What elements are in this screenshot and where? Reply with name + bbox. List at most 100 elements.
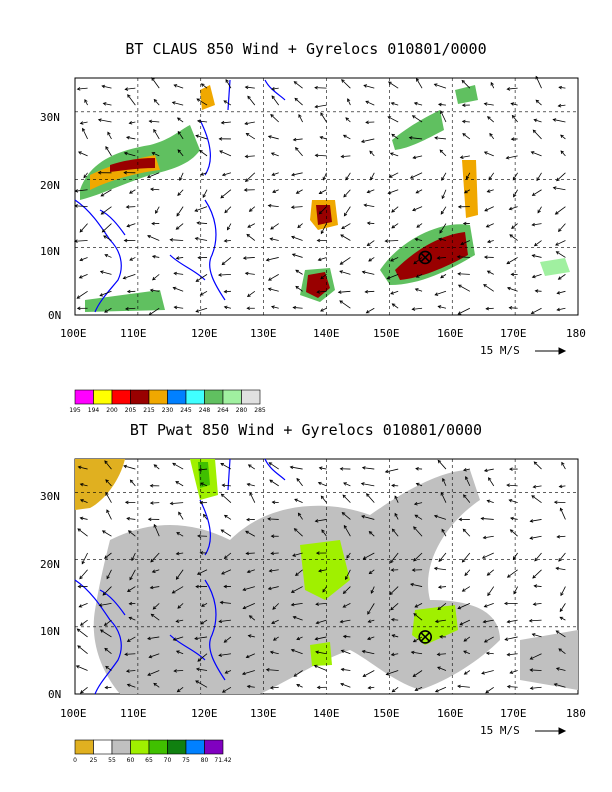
- wind-arrow: [387, 189, 399, 195]
- wind-arrow: [390, 617, 399, 622]
- wind-arrow: [461, 79, 471, 89]
- wind-arrow: [292, 552, 303, 557]
- wind-arrow: [293, 81, 303, 89]
- colorbar-label: 55: [108, 757, 116, 764]
- wind-arrow: [390, 102, 399, 106]
- wind-arrow: [270, 534, 279, 538]
- wind-arrow: [291, 253, 303, 258]
- wind-arrow: [128, 121, 136, 125]
- wind-arrow: [363, 84, 375, 89]
- wind-arrow: [415, 189, 423, 194]
- wind-arrow: [177, 149, 184, 157]
- wind-arrow: [511, 223, 518, 229]
- wind-arrow: [347, 98, 351, 106]
- wind-arrow: [269, 479, 279, 487]
- wind-arrow: [366, 636, 375, 641]
- wind-arrow: [414, 237, 423, 242]
- wind-arrow: [556, 534, 566, 539]
- wind-arrow: [73, 239, 88, 243]
- wind-arrow: [394, 512, 399, 520]
- wind-arrow: [77, 465, 88, 470]
- wind-arrow: [560, 586, 566, 597]
- wind-arrow: [153, 464, 160, 470]
- wind-arrow: [505, 155, 518, 160]
- wind-arrow: [483, 255, 494, 259]
- wind-arrow: [173, 84, 184, 89]
- wind-arrow: [461, 586, 471, 592]
- bottom-scale-arrow: [535, 727, 567, 735]
- colorbar-label: 194: [88, 407, 100, 414]
- top-scale-label: 15 M/S: [480, 344, 520, 357]
- wind-arrow: [218, 273, 231, 277]
- wind-arrow: [320, 112, 327, 123]
- wind-arrow: [244, 271, 255, 276]
- wind-arrow: [199, 290, 208, 296]
- wind-arrow: [532, 569, 542, 579]
- wind-arrow: [152, 603, 160, 610]
- wind-arrow: [319, 135, 327, 140]
- colorbar-swatch: [241, 389, 261, 405]
- wind-arrow: [125, 205, 136, 209]
- wind-arrow: [103, 235, 112, 241]
- wind-arrow: [486, 270, 494, 275]
- lon-label: 110E: [120, 707, 147, 720]
- wind-arrow: [390, 603, 399, 611]
- wind-arrow: [224, 206, 232, 214]
- wind-arrow: [220, 493, 232, 503]
- wind-arrow: [460, 240, 471, 246]
- wind-arrow: [223, 514, 232, 520]
- wind-arrow: [340, 234, 351, 241]
- wind-arrow: [531, 495, 542, 503]
- wind-arrow: [147, 517, 160, 522]
- wind-arrow: [558, 484, 566, 489]
- wind-arrow: [512, 552, 518, 560]
- lon-label: 100E: [60, 327, 87, 340]
- wind-arrow: [146, 172, 160, 179]
- lon-label: 170E: [500, 327, 527, 340]
- wind-arrow: [340, 682, 351, 688]
- top-lon-labels: 100E 110E 120E 130E 140E 150E 160E 170E …: [60, 327, 586, 340]
- wind-arrow: [462, 221, 470, 226]
- wind-arrow: [291, 172, 303, 177]
- wind-arrow: [314, 519, 327, 523]
- wind-arrow: [294, 498, 303, 504]
- wind-arrow: [272, 603, 280, 610]
- wind-arrow: [337, 290, 351, 294]
- wind-arrow: [416, 223, 423, 228]
- bottom-lon-labels: 100E 110E 120E 130E 140E 150E 160E 170E …: [60, 707, 586, 720]
- wind-arrow: [384, 468, 399, 474]
- wind-arrow: [391, 483, 399, 488]
- wind-arrow: [555, 240, 566, 246]
- wind-arrow: [151, 569, 160, 573]
- wind-arrow: [83, 172, 88, 179]
- wind-arrow: [391, 686, 399, 693]
- wind-arrow: [172, 636, 184, 641]
- wind-arrow: [155, 206, 160, 214]
- wind-arrow: [244, 121, 255, 126]
- wind-arrow: [483, 284, 494, 292]
- wind-arrow: [342, 586, 351, 595]
- wind-arrow: [457, 684, 470, 689]
- wind-arrow: [148, 653, 160, 659]
- wind-arrow: [481, 552, 494, 559]
- top-scale-arrow: [535, 347, 567, 355]
- wind-arrow: [537, 206, 542, 214]
- wind-arrow: [462, 133, 471, 140]
- wind-arrow: [361, 270, 375, 275]
- wind-arrow: [270, 152, 279, 157]
- colorbar-label: 0: [73, 757, 77, 764]
- wind-arrow: [200, 172, 208, 176]
- wind-arrow: [437, 459, 447, 470]
- wind-arrow: [195, 134, 208, 140]
- wind-arrow: [316, 238, 327, 243]
- colorbar-label: 195: [69, 407, 81, 414]
- wind-arrow: [128, 601, 136, 606]
- wind-arrow: [506, 619, 518, 624]
- wind-arrow: [411, 568, 423, 572]
- colorbar-label: 70: [164, 757, 172, 764]
- wind-arrow: [125, 307, 136, 311]
- wind-arrow: [532, 129, 542, 140]
- wind-arrow: [104, 460, 112, 470]
- wind-arrow: [366, 493, 375, 503]
- wind-arrow: [176, 206, 184, 217]
